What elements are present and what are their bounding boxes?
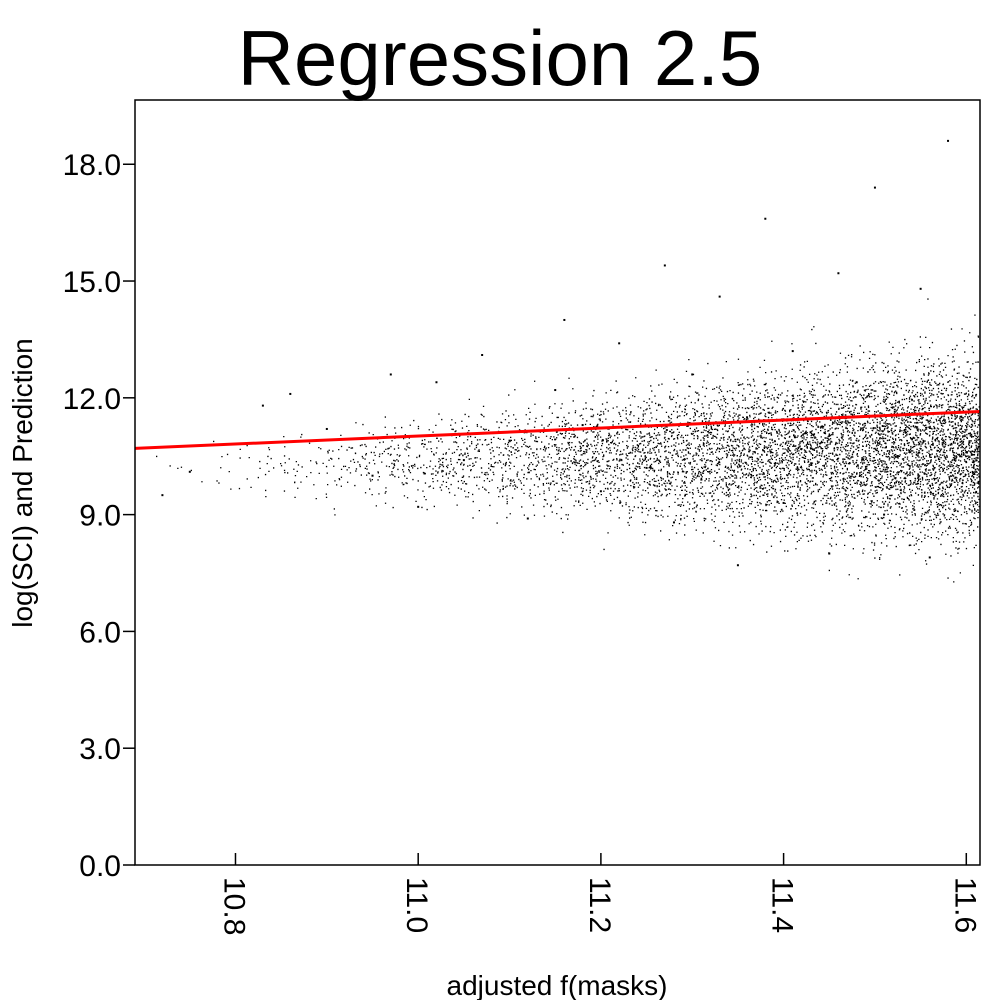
y-tick-label: 12.0	[63, 383, 121, 416]
x-tick-label: 11.4	[766, 877, 799, 933]
point-cloud	[156, 298, 981, 583]
scatter-point	[873, 186, 876, 189]
scatter-point	[672, 521, 675, 524]
x-tick-label: 10.8	[217, 877, 250, 935]
y-tick-label: 3.0	[79, 733, 121, 766]
scatter-point	[581, 424, 584, 427]
scatter-point	[764, 217, 767, 220]
scatter-point	[417, 505, 420, 508]
y-tick-label: 15.0	[63, 266, 121, 299]
y-tick-label: 0.0	[79, 850, 121, 883]
scatter-point	[928, 556, 931, 559]
scatter-point	[736, 564, 739, 567]
scatter-point	[645, 466, 648, 469]
chart-title: Regression 2.5	[238, 14, 763, 102]
scatter-point	[554, 389, 557, 392]
scatter-point	[691, 373, 694, 376]
scatter-point	[289, 392, 292, 395]
scatter-points	[161, 139, 968, 567]
y-axis: 0.0 3.0 6.0 9.0 12.0 15.0 18.0	[63, 149, 135, 883]
scatter-point	[883, 513, 886, 516]
scatter-point	[782, 501, 785, 504]
scatter-point	[325, 427, 328, 430]
scatter-point	[855, 381, 858, 384]
scatter-point	[947, 139, 950, 142]
scatter-point	[810, 447, 812, 450]
scatter-point	[481, 354, 484, 356]
scatter-point	[919, 287, 922, 290]
scatter-point	[261, 404, 264, 407]
y-tick-label: 9.0	[79, 500, 121, 533]
plot-frame	[134, 99, 981, 866]
scatter-point	[599, 490, 602, 493]
x-tick-label: 11.2	[583, 877, 616, 933]
scatter-point	[965, 451, 968, 454]
scatter-point	[828, 552, 831, 555]
scatter-cloud	[156, 298, 981, 583]
scatter-point	[791, 350, 794, 353]
scatter-point	[526, 517, 529, 520]
scatter-point	[563, 318, 566, 321]
scatter-point	[700, 478, 703, 481]
prediction-line	[134, 409, 981, 450]
scatter-point	[618, 342, 621, 345]
scatter-point	[663, 264, 666, 267]
y-axis-label: log(SCI) and Prediction	[7, 338, 38, 627]
x-axis-label: adjusted f(masks)	[447, 970, 668, 1000]
scatter-point	[746, 416, 749, 419]
scatter-point	[718, 295, 721, 298]
scatter-point	[508, 439, 511, 442]
scatter-point	[161, 494, 164, 497]
y-tick-label: 6.0	[79, 616, 121, 649]
x-tick-label: 11.6	[948, 877, 981, 933]
scatter-point	[389, 373, 392, 376]
scatter-point	[837, 272, 840, 275]
x-tick-label: 11.0	[400, 877, 433, 933]
scatter-point	[188, 470, 191, 473]
scatter-point	[371, 474, 374, 477]
x-axis: 10.8 11.0 11.2 11.4 11.6	[217, 853, 981, 935]
scatter-point	[435, 381, 438, 384]
scatter-point	[462, 459, 465, 462]
prediction-line-mark	[134, 409, 981, 450]
y-tick-label: 18.0	[63, 149, 121, 182]
